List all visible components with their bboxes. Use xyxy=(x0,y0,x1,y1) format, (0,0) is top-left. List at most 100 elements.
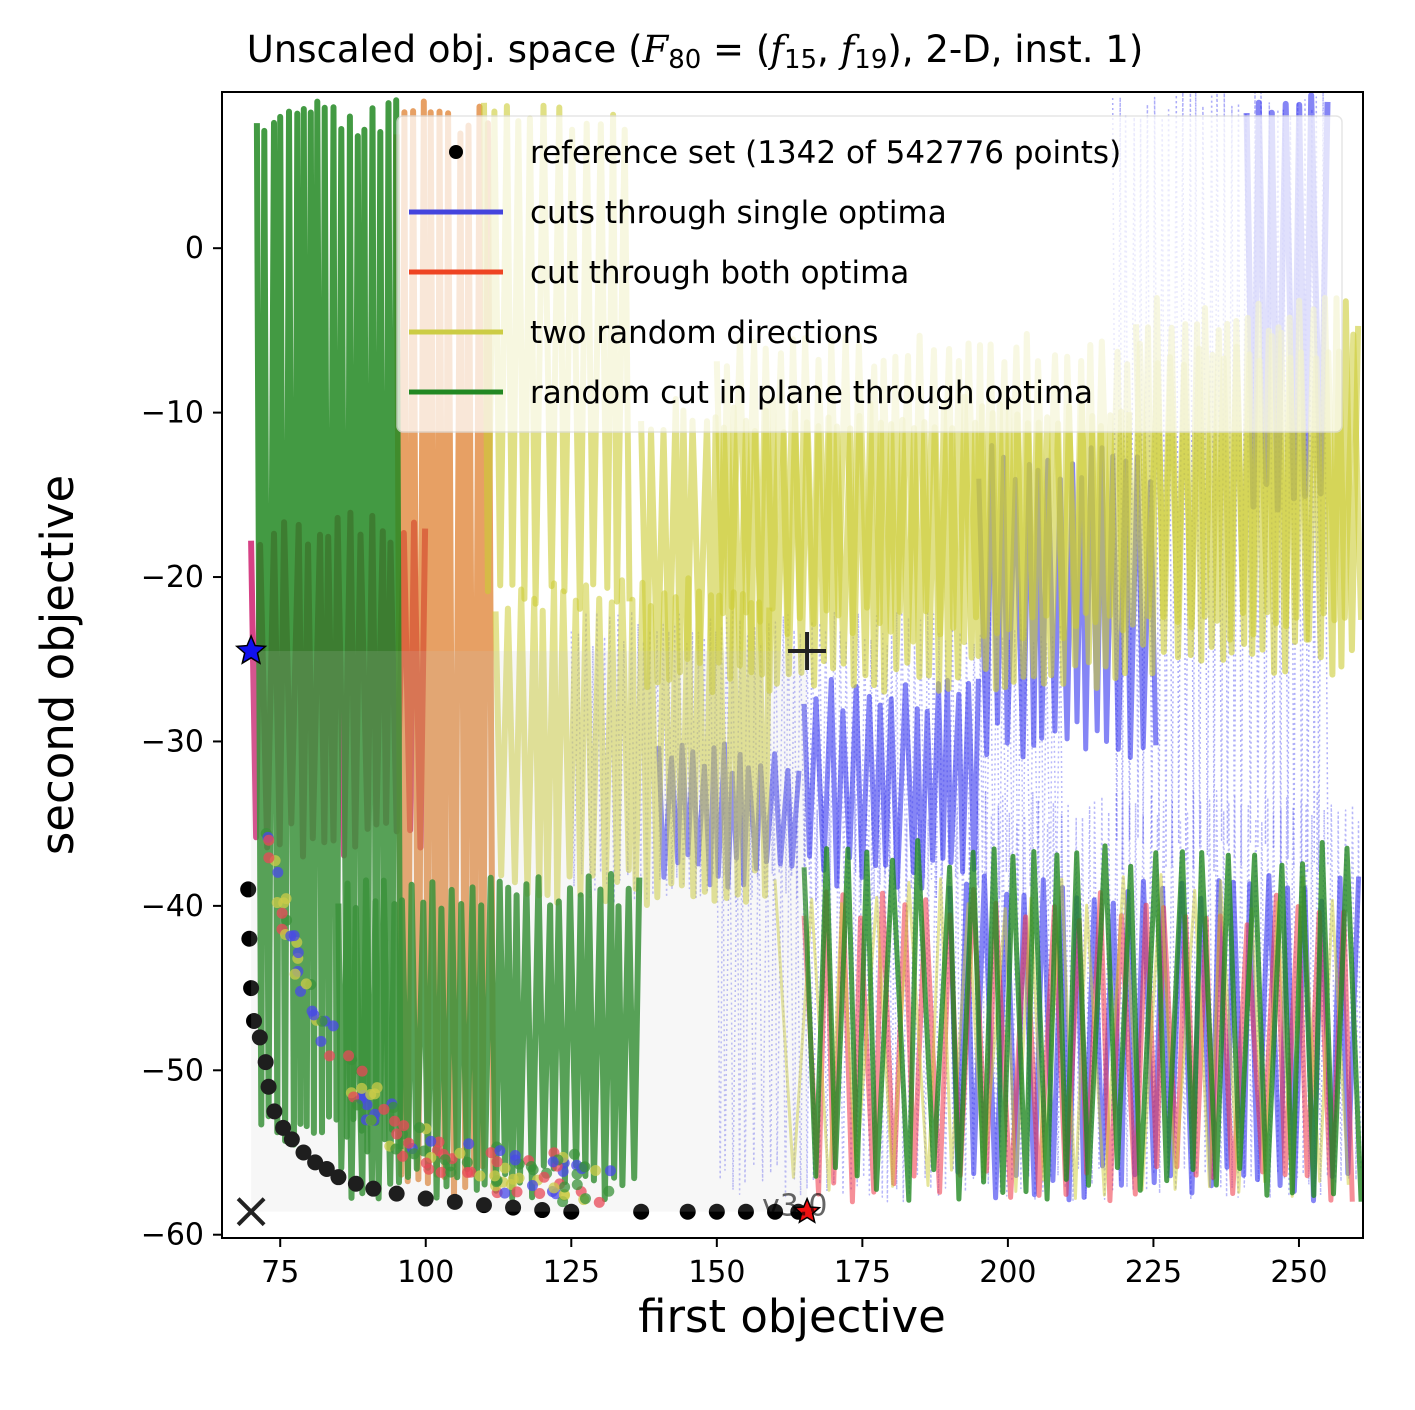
cut-marker xyxy=(356,1065,368,1077)
reference-point xyxy=(446,1193,463,1210)
cut-marker xyxy=(509,1154,521,1166)
x-tick-label: 225 xyxy=(1125,1255,1182,1290)
cut-marker xyxy=(559,1181,571,1193)
legend-label: cuts through single optima xyxy=(530,195,947,231)
cut-marker xyxy=(316,1015,328,1027)
reference-point xyxy=(563,1203,580,1220)
y-tick-label: −20 xyxy=(141,560,204,595)
cut-marker xyxy=(525,1161,537,1173)
cut-marker xyxy=(439,1154,451,1166)
reference-point xyxy=(633,1203,650,1220)
cut-marker xyxy=(511,1186,523,1198)
legend: reference set (1342 of 542776 points) cut… xyxy=(396,115,1343,433)
reference-point xyxy=(260,1078,277,1095)
cut-marker xyxy=(494,1145,506,1157)
cut-marker xyxy=(462,1166,474,1178)
cut-marker xyxy=(507,1173,519,1185)
reference-point xyxy=(388,1185,405,1202)
cut-marker xyxy=(461,1156,473,1168)
cut-marker xyxy=(324,1050,336,1062)
title-comma: , xyxy=(817,28,841,71)
cut-marker xyxy=(571,1179,583,1191)
reference-point xyxy=(767,1203,784,1220)
cut-marker xyxy=(300,978,312,990)
cut-marker xyxy=(499,1162,511,1174)
plane-optima-cut xyxy=(335,871,643,1203)
ideal-point-marker xyxy=(236,1197,266,1227)
reference-point xyxy=(251,1029,268,1046)
cut-marker xyxy=(408,1148,420,1160)
reference-point xyxy=(318,1160,335,1177)
cut-marker xyxy=(548,1182,560,1194)
cut-marker xyxy=(390,1143,402,1155)
reference-point xyxy=(417,1190,434,1207)
plot-frame xyxy=(221,91,1364,1239)
x-tick-label: 175 xyxy=(834,1255,891,1290)
reference-point xyxy=(505,1199,522,1216)
plane-optima-cut xyxy=(801,838,1363,1203)
nadir-point-marker xyxy=(788,632,827,671)
reference-point xyxy=(708,1203,725,1220)
y-tick-label: −30 xyxy=(141,724,204,759)
cut-marker xyxy=(485,1147,497,1159)
reference-point xyxy=(534,1202,551,1219)
reference-point xyxy=(295,1144,312,1161)
cut-marker xyxy=(418,1145,430,1157)
title-prefix: Unscaled obj. space ( xyxy=(246,28,643,71)
cut-marker xyxy=(361,1099,373,1111)
cut-marker xyxy=(391,1128,403,1140)
title-f1: f xyxy=(770,28,784,71)
cut-marker xyxy=(343,1050,355,1062)
cut-marker xyxy=(474,1170,486,1182)
reference-point xyxy=(257,1054,274,1071)
cut-marker xyxy=(387,1101,399,1113)
title-suffix: ), 2-D, inst. 1) xyxy=(887,28,1144,71)
cut-marker xyxy=(445,1166,457,1178)
title-f1-sub: 15 xyxy=(783,45,818,75)
cut-marker xyxy=(306,1005,318,1017)
cut-marker xyxy=(292,947,304,959)
reference-point xyxy=(240,881,257,898)
legend-label: cut through both optima xyxy=(530,255,909,291)
cut-marker xyxy=(526,1180,538,1192)
cut-marker xyxy=(603,1185,615,1197)
legend-box xyxy=(396,115,1343,433)
reference-point xyxy=(330,1169,347,1186)
cut-marker xyxy=(403,1137,415,1149)
cut-marker xyxy=(263,852,275,864)
reference-point xyxy=(266,1103,283,1120)
reference-point xyxy=(679,1203,696,1220)
optimum-1-star xyxy=(234,634,268,665)
cut-marker xyxy=(389,1115,401,1127)
cut-marker xyxy=(396,1150,408,1162)
random-directions-cut xyxy=(393,98,497,1203)
random-directions-cut xyxy=(492,575,773,908)
x-tick-label: 200 xyxy=(979,1255,1036,1290)
reference-point xyxy=(475,1197,492,1214)
axis-ticks: 75 100 125 150 175 200 225 250 −60 −50 −40 −30 −20 −1… xyxy=(141,231,1328,1290)
cut-marker xyxy=(604,1165,616,1177)
cut-marker xyxy=(365,1114,377,1126)
optimum-2-star xyxy=(792,1196,822,1224)
cut-marker xyxy=(327,1020,339,1032)
y-tick-label: −10 xyxy=(141,396,204,431)
cut-marker xyxy=(463,1138,475,1150)
version-watermark: v3.0 xyxy=(762,1189,827,1224)
cut-marker xyxy=(425,1135,437,1147)
legend-label: reference set (1342 of 542776 points) xyxy=(530,135,1121,171)
cut-marker xyxy=(489,1170,501,1182)
y-tick-label: −40 xyxy=(141,889,204,924)
reference-point xyxy=(737,1203,754,1220)
cut-marker xyxy=(593,1196,605,1208)
cut-marker xyxy=(420,1157,432,1169)
cut-marker xyxy=(356,1082,368,1094)
reference-point xyxy=(241,930,258,947)
cut-marker xyxy=(499,1187,511,1199)
y-tick-label: −50 xyxy=(141,1053,204,1088)
cut-marker xyxy=(454,1147,466,1159)
cut-marker xyxy=(369,1088,381,1100)
x-axis-label: first objective xyxy=(638,1290,946,1343)
cut-marker xyxy=(272,866,284,878)
reference-point xyxy=(283,1131,300,1148)
reference-point xyxy=(307,1154,324,1171)
